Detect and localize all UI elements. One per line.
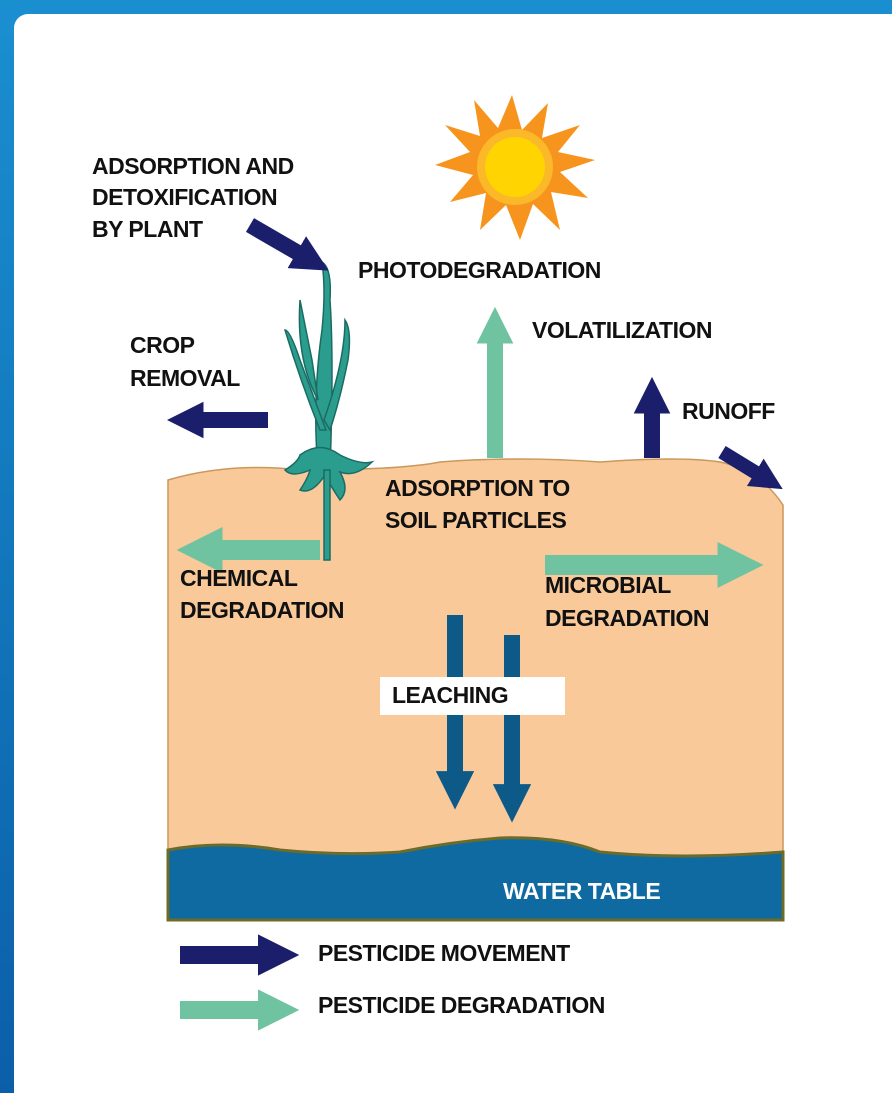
water-table: [166, 836, 785, 922]
leaching-label: LEACHING: [392, 682, 508, 708]
volatilization-label: VOLATILIZATION: [532, 317, 712, 343]
chemical-label: DEGRADATION: [180, 597, 344, 623]
crop-removal-label: REMOVAL: [130, 365, 240, 391]
microbial-label: DEGRADATION: [545, 605, 709, 631]
sun: [435, 95, 595, 240]
crop-removal-label: CROP: [130, 332, 195, 358]
chemical-label: CHEMICAL: [180, 565, 298, 591]
leaching-box: [380, 677, 565, 715]
runoff-label: RUNOFF: [682, 398, 775, 424]
plant: [283, 260, 375, 561]
plant-label: DETOXIFICATION: [92, 184, 277, 210]
water-table-label: WATER TABLE: [503, 878, 660, 904]
runoff-arrow: [718, 446, 783, 490]
photodegradation-label: PHOTODEGRADATION: [358, 257, 601, 283]
legend-label: PESTICIDE DEGRADATION: [318, 992, 605, 1018]
soil-adsorption-label: ADSORPTION TO: [385, 475, 570, 501]
plant-label: BY PLANT: [92, 216, 203, 242]
microbial-label: MICROBIAL: [545, 572, 671, 598]
plant-label: ADSORPTION AND: [92, 153, 294, 179]
soil-adsorption-label: SOIL PARTICLES: [385, 507, 566, 533]
plant-arrow: [245, 218, 329, 271]
legend-label: PESTICIDE MOVEMENT: [318, 940, 570, 966]
